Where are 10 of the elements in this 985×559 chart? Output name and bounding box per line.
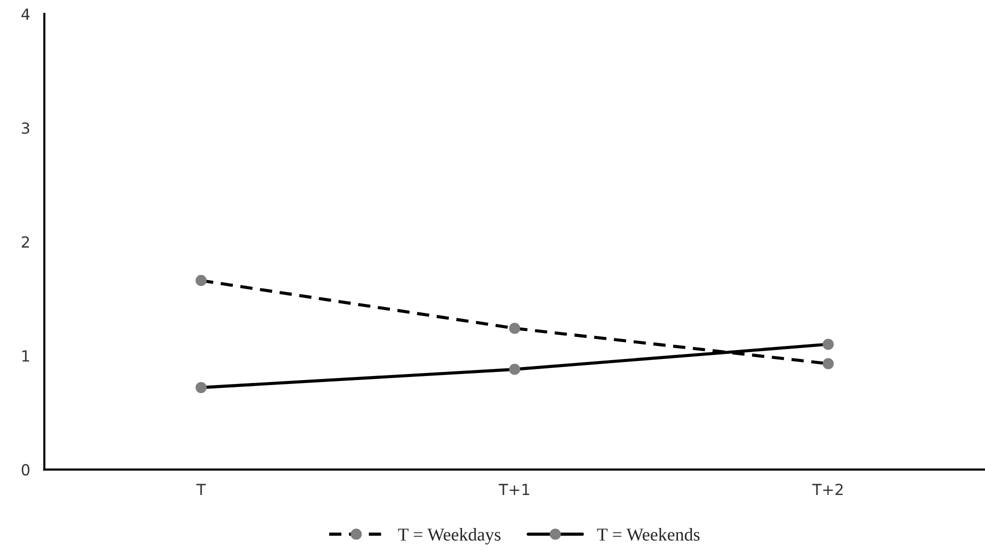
x-tick-label: T+1 — [498, 484, 530, 496]
legend-label: T = Weekdays — [398, 528, 500, 544]
x-tick-label: T — [196, 484, 206, 496]
x-tick-label: T+2 — [812, 484, 843, 496]
legend-label: T = Weekends — [597, 528, 700, 541]
y-tick-label: 1 — [22, 350, 30, 362]
y-tick-label: 0 — [22, 464, 30, 476]
y-tick-label: 3 — [22, 122, 30, 134]
y-tick-label: 4 — [21, 8, 30, 20]
y-tick-label: 2 — [22, 236, 29, 248]
